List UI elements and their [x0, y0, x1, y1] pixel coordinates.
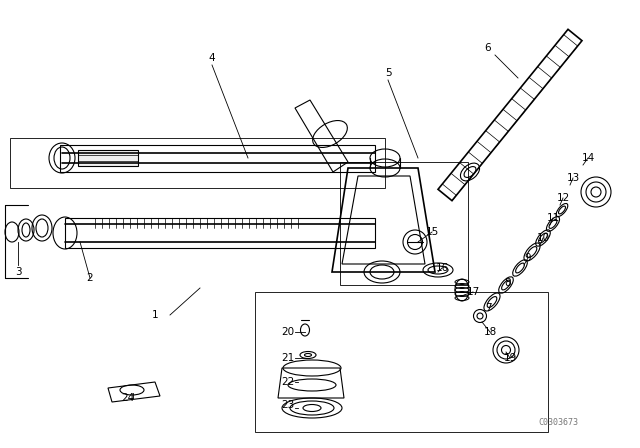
Text: 6: 6 — [484, 43, 492, 53]
Text: 1: 1 — [152, 310, 158, 320]
Text: 18: 18 — [483, 327, 497, 337]
Text: 21: 21 — [282, 353, 294, 363]
Text: 3: 3 — [15, 267, 21, 277]
Text: 17: 17 — [467, 287, 479, 297]
Text: 5: 5 — [385, 68, 391, 78]
Bar — [78, 150, 138, 166]
Text: C0303673: C0303673 — [538, 418, 578, 426]
Text: 16: 16 — [435, 263, 449, 273]
Text: 14: 14 — [581, 153, 595, 163]
Text: 4: 4 — [209, 53, 215, 63]
Text: 8: 8 — [505, 278, 511, 288]
Text: 7: 7 — [484, 303, 492, 313]
Text: 19: 19 — [504, 353, 516, 363]
Text: 24: 24 — [122, 393, 134, 403]
Text: 11: 11 — [547, 213, 559, 223]
Text: 20: 20 — [282, 327, 294, 337]
Text: 13: 13 — [566, 173, 580, 183]
Text: 15: 15 — [426, 227, 438, 237]
Text: 2: 2 — [86, 273, 93, 283]
Text: 12: 12 — [556, 193, 570, 203]
Text: 10: 10 — [536, 233, 550, 243]
Text: 22: 22 — [282, 377, 294, 387]
Text: 23: 23 — [282, 400, 294, 410]
Text: 9: 9 — [525, 253, 531, 263]
